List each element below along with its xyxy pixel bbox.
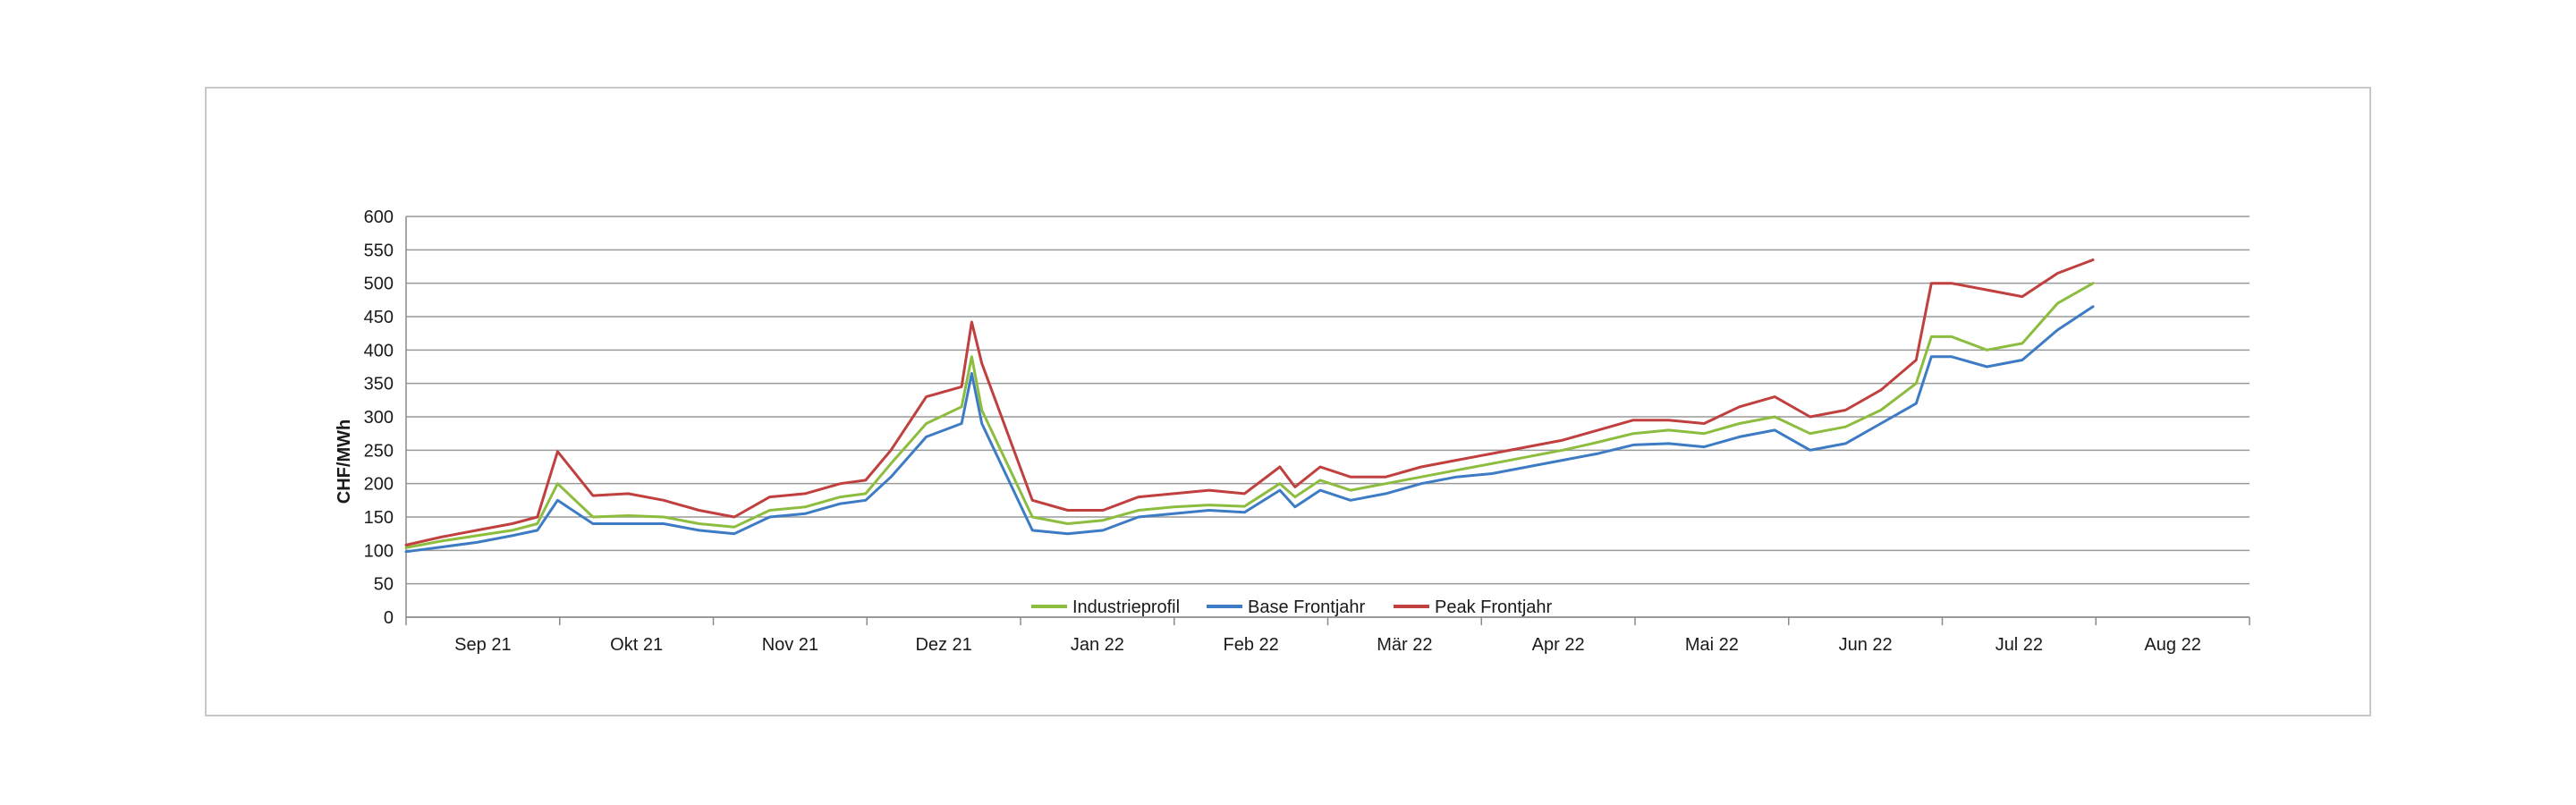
y-tick-label: 500 bbox=[364, 275, 394, 294]
y-tick-label: 450 bbox=[364, 308, 394, 327]
y-tick-label: 150 bbox=[364, 508, 394, 528]
y-tick-labels: 0 50 100 150 200 250 300 350 400 450 500 550 600 bbox=[364, 208, 394, 628]
y-tick-label: 550 bbox=[364, 241, 394, 260]
x-tick-label: Sep 21 bbox=[454, 635, 511, 655]
y-tick-label: 300 bbox=[364, 408, 394, 428]
y-tick-label: 600 bbox=[364, 208, 394, 227]
series-line-base-frontjahr bbox=[404, 305, 2095, 554]
y-tick-label: 0 bbox=[384, 608, 394, 628]
y-tick-label: 50 bbox=[374, 575, 394, 595]
y-tick-label: 200 bbox=[364, 475, 394, 495]
x-tick-label: Feb 22 bbox=[1223, 635, 1278, 655]
legend-label: Base Frontjahr bbox=[1248, 597, 1366, 617]
y-tick-label: 100 bbox=[364, 541, 394, 561]
line-chart: 0 50 100 150 200 250 300 350 400 450 500 550 600 Sep… bbox=[335, 208, 2250, 655]
legend: Industrieprofil Base Frontjahr Peak Frontj… bbox=[1031, 597, 1553, 617]
x-tick-label: Mär 22 bbox=[1377, 635, 1432, 655]
x-tick-label: Okt 21 bbox=[610, 635, 663, 655]
x-tick-label: Nov 21 bbox=[762, 635, 818, 655]
x-tick-label: Mai 22 bbox=[1685, 635, 1739, 655]
x-tick-labels: Sep 21 Okt 21 Nov 21 Dez 21 Jan 22 Feb 22 Mär … bbox=[454, 635, 2201, 655]
x-tick-label: Jan 22 bbox=[1071, 635, 1124, 655]
legend-label: Industrieprofil bbox=[1072, 597, 1180, 617]
chart-frame: 0 50 100 150 200 250 300 350 400 450 500 550 600 Sep… bbox=[205, 87, 2371, 716]
y-tick-label: 250 bbox=[364, 441, 394, 461]
y-axis-title: CHF/MWh bbox=[335, 419, 354, 504]
x-tick-label: Apr 22 bbox=[1532, 635, 1585, 655]
series-line-peak-frontjahr bbox=[404, 258, 2095, 547]
series-lines bbox=[404, 258, 2095, 554]
y-tick-label: 400 bbox=[364, 341, 394, 360]
x-tick-label: Jun 22 bbox=[1839, 635, 1893, 655]
series-line-industrieprofil bbox=[404, 282, 2095, 549]
x-tick-label: Dez 21 bbox=[915, 635, 971, 655]
legend-label: Peak Frontjahr bbox=[1435, 597, 1553, 617]
x-tick-label: Aug 22 bbox=[2144, 635, 2200, 655]
gridlines bbox=[406, 216, 2250, 618]
axes bbox=[405, 216, 2250, 625]
y-tick-label: 350 bbox=[364, 375, 394, 394]
x-tick-label: Jul 22 bbox=[1996, 635, 2043, 655]
